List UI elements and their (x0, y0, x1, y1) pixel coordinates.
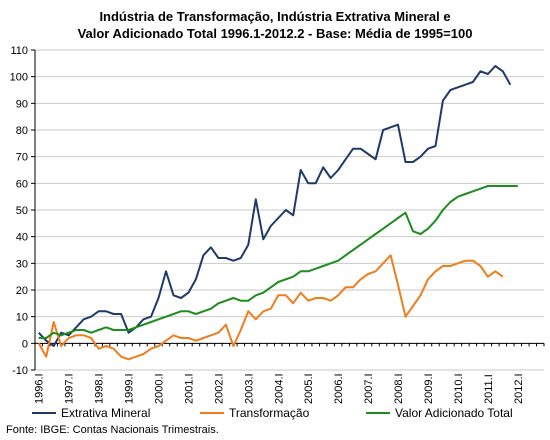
x-tick-label: 2010.I (453, 373, 465, 404)
x-tick-label: 2008.I (393, 373, 405, 404)
x-tick-label: 1998.I (94, 373, 106, 404)
y-tick-label: 70 (16, 152, 28, 164)
y-tick-label: 10 (16, 312, 28, 324)
x-tick-label: 2012.I (513, 373, 525, 404)
x-tick-label: 2007.I (363, 373, 375, 404)
x-tick-label: 2011.I (483, 374, 495, 404)
source-note: Fonte: IBGE: Contas Nacionais Trimestrai… (6, 424, 219, 436)
series-line-1 (37, 65, 512, 347)
y-tick-label: 80 (16, 125, 28, 137)
legend-label-2: Transformação (229, 406, 310, 420)
x-tick-label: 2009.I (423, 373, 435, 404)
y-tick-label: 0 (22, 338, 28, 350)
x-tick-label: 2000.I (154, 373, 166, 404)
x-tick-label: 2001.I (183, 373, 195, 404)
y-tick-label: 20 (16, 285, 28, 297)
y-tick-label: 60 (16, 178, 28, 190)
series-line-3 (38, 185, 518, 339)
chart-title-line-1: Indústria de Transformação, Indústria Ex… (99, 9, 451, 24)
legend-label-3: Valor Adicionado Total (395, 406, 513, 420)
chart-title-line-2: Valor Adicionado Total 1996.1-2012.2 - B… (77, 26, 473, 41)
y-tick-label: 90 (16, 98, 28, 110)
x-tick-label: 2003.I (243, 373, 255, 404)
x-tick-label: 2006.I (333, 373, 345, 404)
legend-label-1: Extrativa Mineral (61, 406, 150, 420)
y-tick-label: -10 (12, 365, 28, 377)
series-line-2 (37, 254, 504, 361)
y-tick-label: 30 (16, 258, 28, 270)
y-tick-label: 50 (16, 205, 28, 217)
x-tick-label: 1996.I (34, 373, 46, 404)
x-tick-label: 1999.I (124, 373, 136, 404)
x-tick-label: 2005.I (303, 373, 315, 404)
y-tick-label: 100 (10, 72, 28, 84)
x-tick-label: 2002.I (213, 373, 225, 404)
x-tick-label: 1997.I (64, 373, 76, 404)
y-tick-label: 110 (10, 45, 28, 57)
y-tick-label: 40 (16, 232, 28, 244)
x-tick-label: 2004.I (273, 373, 285, 404)
